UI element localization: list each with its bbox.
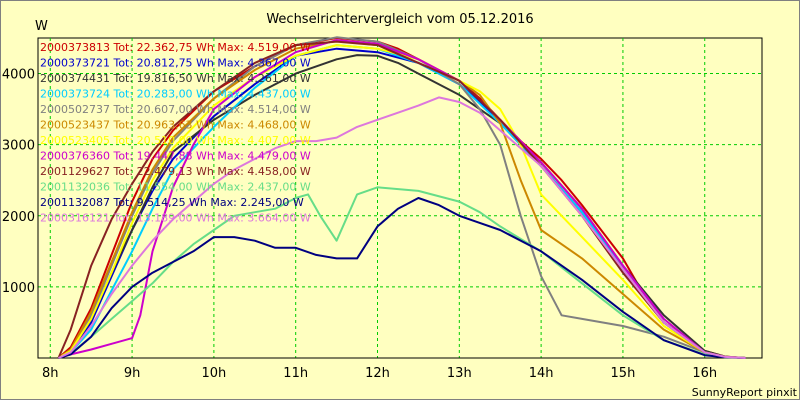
x-tick-label: 11h: [283, 366, 308, 381]
chart-title: Wechselrichtervergleich vom 05.12.2016: [266, 12, 533, 27]
x-tick-label: 10h: [201, 366, 226, 381]
y-axis-unit-label: W: [35, 19, 48, 34]
series-line-9: [57, 40, 746, 359]
y-tick-label: 4000: [2, 68, 35, 83]
x-tick-label: 16h: [692, 366, 717, 381]
y-tick-label: 2000: [2, 210, 35, 225]
x-tick-label: 9h: [124, 366, 141, 381]
legend-entry-12: 2000316121 Tot: 13.189,00 Wh Max: 3.664,…: [40, 212, 311, 225]
x-tick-label: 13h: [447, 366, 472, 381]
x-tick-label: 8h: [42, 366, 59, 381]
legend-entry-8: 2000376360 Tot: 19.447,88 Wh Max: 4.479,…: [40, 150, 311, 163]
series-line-11: [58, 197, 746, 359]
legend-entry-11: 2001132087 Tot: 9.514,25 Wh Max: 2.245,0…: [40, 196, 304, 209]
series-line-8: [58, 39, 746, 359]
legend-entry-3: 2000374431 Tot: 19.816,50 Wh Max: 4.261,…: [40, 72, 311, 85]
credit-label: SunnyReport pinxit: [692, 386, 798, 399]
x-tick-label: 12h: [365, 366, 390, 381]
series-line-10: [58, 186, 746, 359]
x-tick-label: 15h: [611, 366, 636, 381]
series-line-12: [58, 96, 746, 359]
y-tick-label: 3000: [2, 139, 35, 154]
legend-entry-1: 2000373813 Tot: 22.362,75 Wh Max: 4.519,…: [40, 41, 311, 54]
x-tick-label: 14h: [529, 366, 554, 381]
y-tick-label: 1000: [2, 281, 35, 296]
legend-entry-7: 2000523405 Tot: 20.510,00 Wh Max: 4.407,…: [40, 134, 311, 147]
legend-entry-10: 2001132036 Tot: 11.554,00 Wh Max: 2.437,…: [40, 181, 311, 194]
legend-entry-2: 2000373721 Tot: 20.812,75 Wh Max: 4.367,…: [40, 57, 311, 70]
legend-entry-5: 2000502737 Tot: 20.607,00 Wh Max: 4.514,…: [40, 103, 311, 116]
legend-entry-4: 2000373724 Tot: 20.283,00 Wh Max: 4.437,…: [40, 88, 311, 101]
legend-entry-6: 2000523437 Tot: 20.963,63 Wh Max: 4.468,…: [40, 119, 311, 132]
legend-entry-9: 2001129627 Tot: 22.479,13 Wh Max: 4.458,…: [40, 165, 311, 178]
